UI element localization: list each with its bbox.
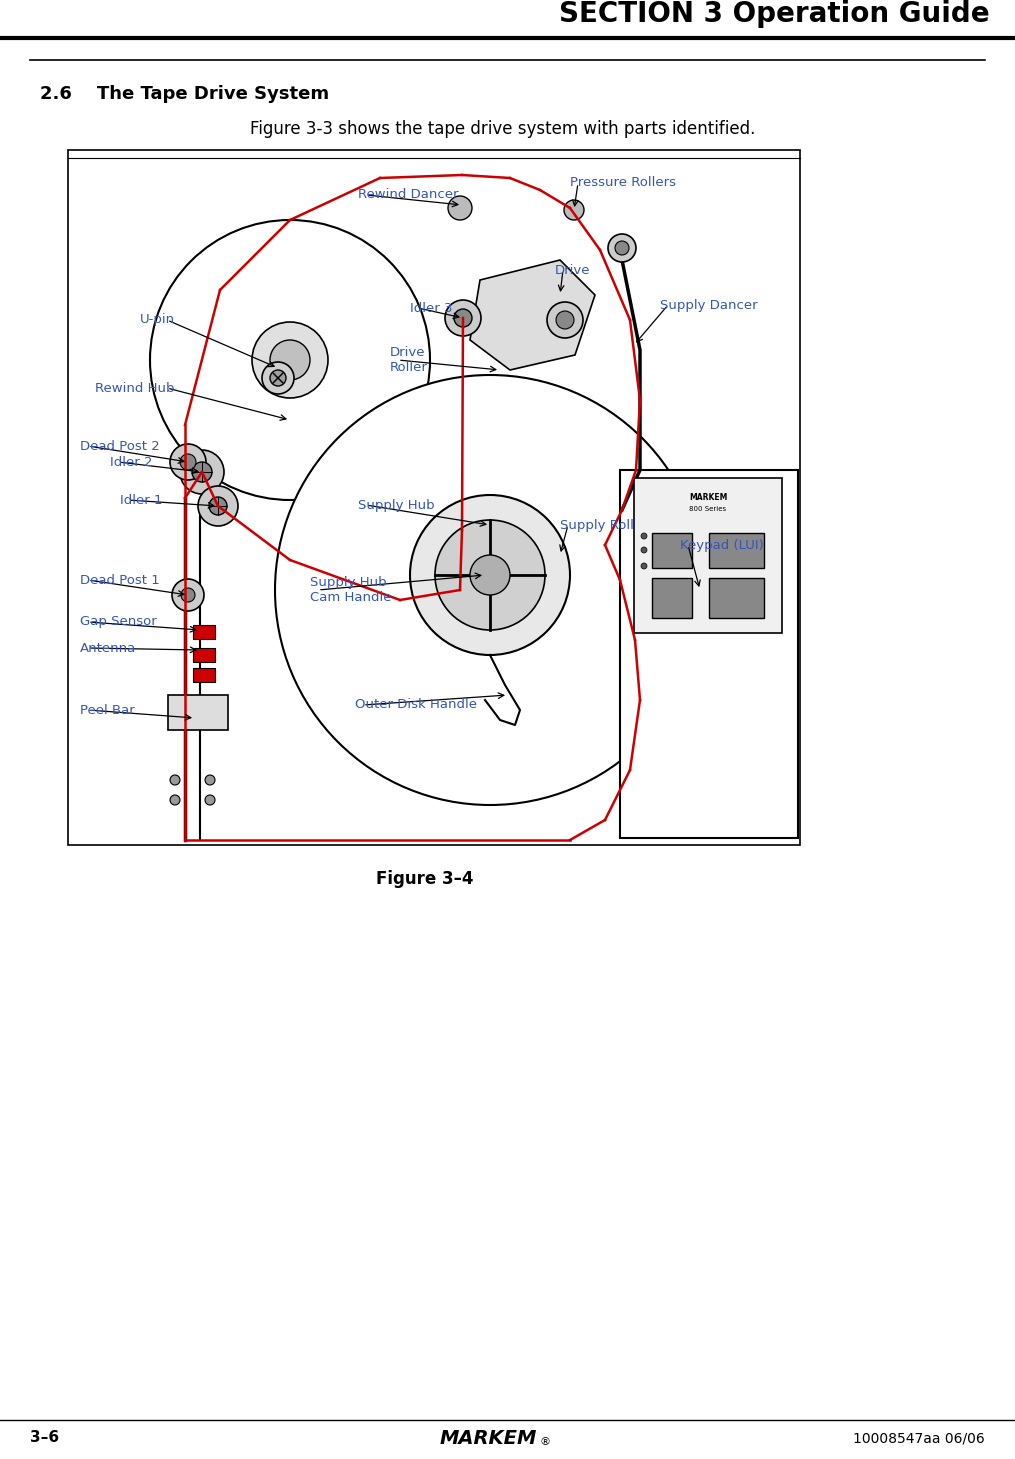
Circle shape <box>205 795 215 805</box>
Text: Drive: Drive <box>555 264 591 277</box>
Circle shape <box>205 775 215 785</box>
Text: Rewind Hub: Rewind Hub <box>95 381 175 394</box>
Circle shape <box>170 795 180 805</box>
Text: Gap Sensor: Gap Sensor <box>80 616 156 629</box>
Text: Idler 1: Idler 1 <box>120 493 162 506</box>
Text: Supply Roll: Supply Roll <box>560 518 634 531</box>
Bar <box>193 668 215 681</box>
Text: Peel Bar: Peel Bar <box>80 703 135 716</box>
Circle shape <box>410 495 570 655</box>
Bar <box>652 578 692 619</box>
Text: 800 Series: 800 Series <box>689 506 727 512</box>
Circle shape <box>170 775 180 785</box>
Circle shape <box>192 463 212 481</box>
Text: Dead Post 2: Dead Post 2 <box>80 439 159 452</box>
Text: 3–6: 3–6 <box>30 1430 59 1446</box>
Circle shape <box>454 309 472 327</box>
Circle shape <box>435 519 545 630</box>
Circle shape <box>262 362 294 394</box>
Text: Idler 2: Idler 2 <box>110 455 152 468</box>
Circle shape <box>641 533 647 538</box>
Polygon shape <box>470 260 595 371</box>
Text: Antenna: Antenna <box>80 642 136 655</box>
Text: ®: ® <box>540 1437 551 1447</box>
Circle shape <box>252 322 328 398</box>
Circle shape <box>556 311 574 328</box>
Circle shape <box>181 588 195 603</box>
Circle shape <box>150 220 430 500</box>
Circle shape <box>470 554 510 595</box>
Circle shape <box>445 301 481 336</box>
Text: Figure 3-3 shows the tape drive system with parts identified.: Figure 3-3 shows the tape drive system w… <box>250 120 755 139</box>
Circle shape <box>270 371 286 387</box>
Text: Outer Disk Handle: Outer Disk Handle <box>355 699 477 712</box>
Text: Idler 3: Idler 3 <box>410 302 453 315</box>
Circle shape <box>564 200 584 220</box>
Bar <box>709 533 764 568</box>
Text: Drive
Roller: Drive Roller <box>390 346 428 374</box>
Bar <box>709 578 764 619</box>
Text: Figure 3–4: Figure 3–4 <box>377 870 474 889</box>
Circle shape <box>170 444 206 480</box>
Text: Pressure Rollers: Pressure Rollers <box>570 177 676 190</box>
Text: SECTION 3 Operation Guide: SECTION 3 Operation Guide <box>559 0 990 28</box>
Circle shape <box>180 449 224 495</box>
Text: 10008547aa 06/06: 10008547aa 06/06 <box>854 1431 985 1444</box>
Text: Supply Hub
Cam Handle: Supply Hub Cam Handle <box>310 576 392 604</box>
Text: U-pin: U-pin <box>140 314 175 327</box>
Bar <box>634 479 782 633</box>
Text: Supply Dancer: Supply Dancer <box>660 299 757 312</box>
Circle shape <box>547 302 583 338</box>
Text: 2.6    The Tape Drive System: 2.6 The Tape Drive System <box>40 85 329 104</box>
Bar <box>193 648 215 662</box>
Circle shape <box>448 196 472 220</box>
Text: MARKEM: MARKEM <box>689 493 727 502</box>
Circle shape <box>270 340 310 379</box>
Circle shape <box>198 486 238 527</box>
Text: Dead Post 1: Dead Post 1 <box>80 573 159 587</box>
Circle shape <box>209 498 227 515</box>
Circle shape <box>615 241 629 255</box>
Circle shape <box>641 547 647 553</box>
Circle shape <box>180 454 196 470</box>
Circle shape <box>275 375 705 805</box>
Text: Keypad (LUI): Keypad (LUI) <box>680 538 763 552</box>
Text: MARKEM: MARKEM <box>439 1428 537 1447</box>
Text: Supply Hub: Supply Hub <box>358 499 434 512</box>
Circle shape <box>608 233 636 263</box>
Text: Rewind Dancer: Rewind Dancer <box>358 188 459 201</box>
Bar <box>193 624 215 639</box>
Circle shape <box>172 579 204 611</box>
Bar <box>620 470 798 837</box>
Bar <box>168 694 228 730</box>
Bar <box>652 533 692 568</box>
Bar <box>68 150 800 845</box>
Circle shape <box>641 563 647 569</box>
